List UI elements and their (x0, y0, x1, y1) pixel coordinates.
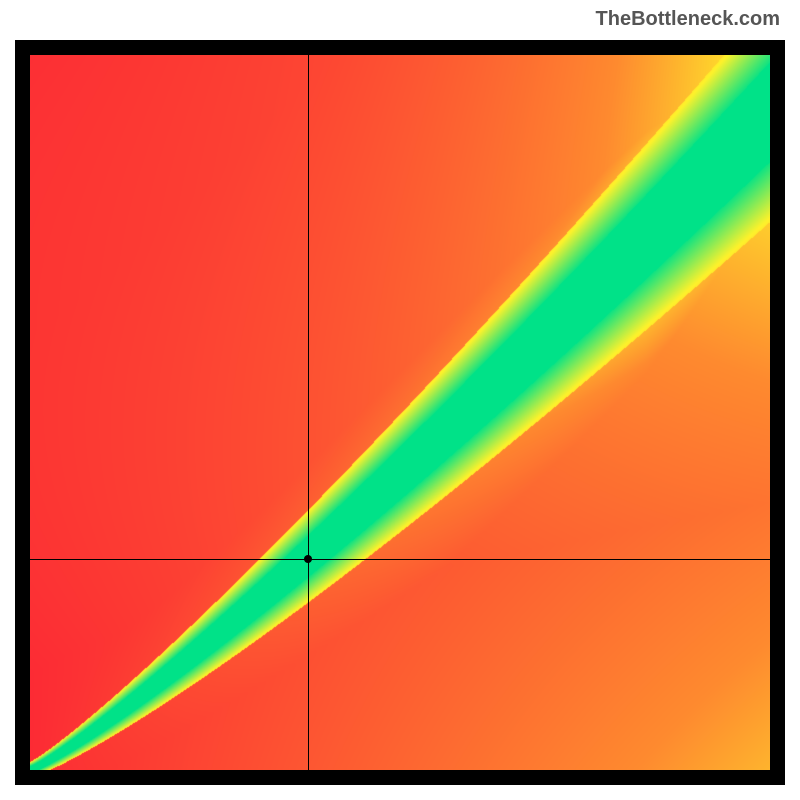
attribution-text: TheBottleneck.com (596, 8, 780, 31)
bottleneck-heatmap (30, 55, 770, 770)
chart-outer-frame (15, 40, 785, 785)
marker-dot (304, 555, 312, 563)
crosshair-horizontal (30, 559, 770, 560)
plot-area (30, 55, 770, 770)
crosshair-vertical (308, 55, 309, 770)
